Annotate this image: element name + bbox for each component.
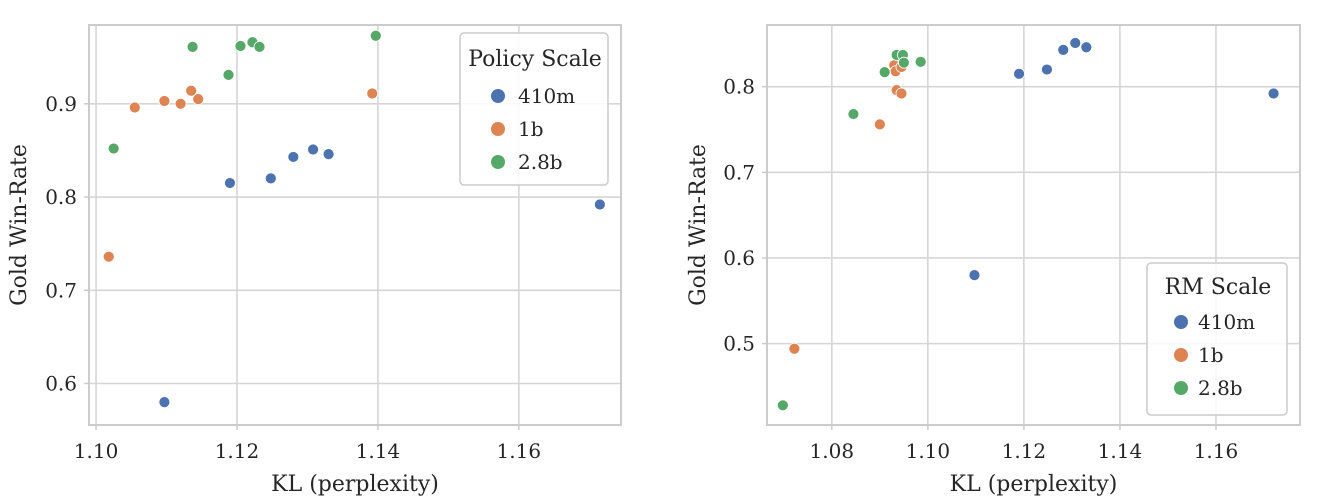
data-point-410m: [1069, 37, 1082, 49]
legend: RM Scale 410m 1b 2.8b: [1146, 262, 1288, 416]
data-point-410m: [1013, 67, 1025, 80]
data-point-1b: [788, 342, 801, 355]
data-point-1b: [128, 101, 141, 114]
data-point-2-8b: [107, 142, 120, 155]
data-point-410m: [158, 396, 171, 409]
y-axis-label: Gold Win-Rate: [686, 144, 711, 306]
data-point-410m: [307, 143, 319, 156]
chart-policy-scale: 1.10 1.12 1.14 1.16 0.6 0.7 0.8 0.9 KL (perplexi…: [7, 24, 622, 497]
data-point-410m: [593, 198, 606, 211]
y-tick-label: 0.5: [723, 332, 755, 356]
legend-label: 410m: [1198, 310, 1255, 334]
legend-box: [459, 32, 609, 186]
data-point-1b: [174, 97, 187, 110]
data-point-2-8b: [878, 66, 891, 79]
legend-box: [1146, 262, 1288, 416]
data-point-410m: [287, 151, 300, 163]
data-point-1b: [102, 250, 115, 263]
y-tick-label: 0.8: [723, 75, 755, 99]
data-point-410m: [1267, 87, 1280, 100]
data-point-2-8b: [253, 41, 266, 53]
data-point-410m: [264, 172, 277, 185]
x-tick-label: 1.08: [810, 439, 855, 463]
chart-rm-scale: 1.08 1.10 1.12 1.14 1.16 0.5 0.6 0.7 0.8 KL (perp…: [686, 24, 1301, 497]
legend: Policy Scale 410m 1b 2.8b: [459, 32, 609, 186]
legend-marker-410m: [1174, 315, 1188, 329]
legend-label: 410m: [518, 84, 575, 108]
legend-label: 1b: [518, 117, 544, 141]
axes-frame: [766, 24, 1301, 426]
x-tick-label: 1.12: [215, 439, 260, 463]
x-axis-label: KL (perplexity): [950, 472, 1118, 497]
legend-marker-1b: [491, 122, 505, 136]
x-axis-label: KL (perplexity): [271, 472, 439, 497]
data-point-1b: [873, 118, 886, 131]
data-point-2-8b: [847, 108, 860, 120]
y-tick-label: 0.6: [723, 246, 755, 270]
y-tick-label: 0.7: [723, 160, 755, 184]
y-tick-label: 0.6: [45, 372, 77, 396]
x-tick-label: 1.16: [497, 439, 542, 463]
y-tick-label: 0.7: [45, 278, 77, 302]
legend-marker-2-8b: [491, 155, 505, 169]
data-point-1b: [895, 87, 908, 100]
data-point-410m: [322, 148, 335, 161]
data-point-2-8b: [369, 29, 382, 42]
data-point-410m: [224, 177, 236, 189]
legend-label: 1b: [1198, 343, 1224, 367]
y-tick-label: 0.8: [45, 185, 77, 209]
legend-marker-1b: [1174, 348, 1188, 362]
data-point-2-8b: [776, 399, 789, 412]
data-point-410m: [1057, 43, 1070, 56]
data-point-2-8b: [222, 68, 235, 81]
data-point-1b: [185, 84, 198, 97]
x-tick-label: 1.14: [1098, 439, 1143, 463]
data-point-2-8b: [234, 40, 247, 52]
axes-frame: [88, 24, 622, 426]
legend-title: RM Scale: [1165, 275, 1272, 300]
data-point-2-8b: [186, 41, 199, 53]
x-tick-label: 1.10: [74, 439, 119, 463]
data-point-410m: [1080, 41, 1093, 54]
legend-title: Policy Scale: [468, 47, 602, 72]
data-point-1b: [158, 95, 171, 107]
legend-label: 2.8b: [518, 150, 563, 174]
data-point-410m: [968, 269, 981, 282]
x-tick-label: 1.16: [1194, 439, 1239, 463]
data-point-1b: [366, 87, 379, 100]
legend-label: 2.8b: [1198, 376, 1243, 400]
x-tick-label: 1.12: [1002, 439, 1047, 463]
legend-marker-2-8b: [1174, 381, 1188, 395]
x-tick-label: 1.10: [906, 439, 951, 463]
data-point-410m: [1041, 63, 1053, 76]
legend-marker-410m: [491, 89, 505, 103]
data-point-2-8b: [914, 55, 927, 68]
y-axis-label: Gold Win-Rate: [7, 144, 32, 306]
data-point-2-8b: [897, 56, 910, 69]
data-point-1b: [192, 93, 205, 106]
x-tick-label: 1.14: [356, 439, 401, 463]
y-tick-label: 0.9: [45, 92, 77, 116]
